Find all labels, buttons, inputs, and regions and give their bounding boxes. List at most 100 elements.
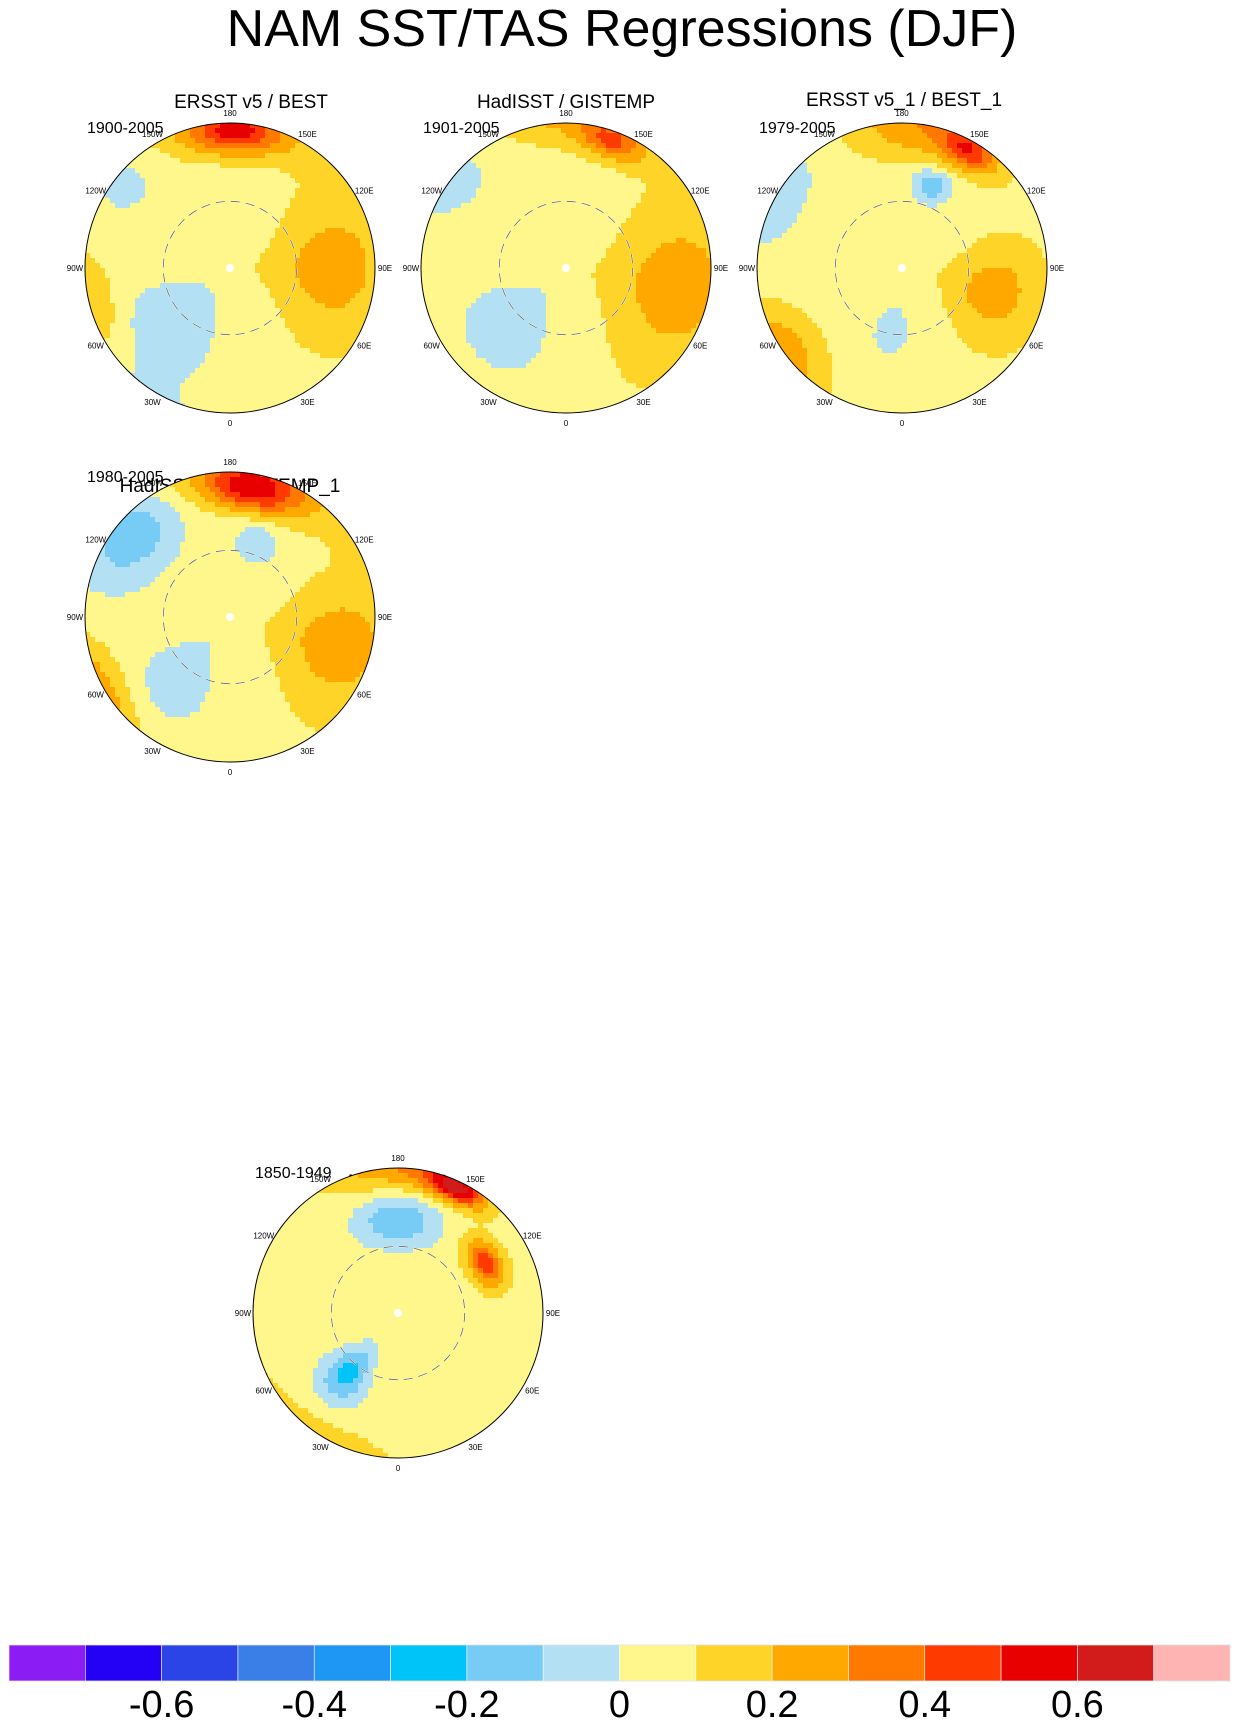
- field-cell: [571, 288, 577, 294]
- field-cell: [576, 203, 582, 209]
- field-cell: [125, 253, 131, 259]
- field-cell: [661, 228, 667, 234]
- field-cell: [345, 173, 351, 179]
- field-cell: [671, 308, 677, 314]
- field-cell: [170, 153, 176, 159]
- field-cell: [115, 298, 121, 304]
- field-cell: [240, 143, 246, 149]
- field-cell: [596, 178, 602, 184]
- field-cell: [240, 243, 246, 249]
- field-cell: [100, 303, 106, 309]
- field-cell: [270, 358, 276, 364]
- field-cell: [461, 198, 467, 204]
- field-cell: [205, 288, 211, 294]
- field-cell: [280, 203, 286, 209]
- field-cell: [320, 288, 326, 294]
- field-cell: [150, 198, 156, 204]
- field-cell: [230, 133, 236, 139]
- field-cell: [170, 323, 176, 329]
- field-cell: [466, 223, 472, 229]
- field-cell: [250, 238, 256, 244]
- field-cell: [631, 153, 637, 159]
- field-cell: [270, 268, 276, 274]
- field-cell: [501, 263, 507, 269]
- field-cell: [265, 228, 271, 234]
- field-cell: [135, 213, 141, 219]
- field-cell: [180, 363, 186, 369]
- field-cell: [591, 133, 597, 139]
- field-cell: [130, 163, 136, 169]
- field-cell: [290, 343, 296, 349]
- field-cell: [706, 248, 711, 254]
- field-cell: [135, 168, 141, 174]
- field-cell: [105, 253, 111, 259]
- field-cell: [641, 198, 647, 204]
- field-cell: [100, 323, 106, 329]
- field-cell: [546, 293, 552, 299]
- field-cell: [320, 173, 326, 179]
- field-cell: [195, 133, 201, 139]
- field-cell: [265, 153, 271, 159]
- field-cell: [686, 238, 692, 244]
- field-cell: [606, 278, 612, 284]
- field-cell: [285, 383, 291, 389]
- field-cell: [486, 178, 492, 184]
- field-cell: [486, 268, 492, 274]
- field-cell: [285, 368, 291, 374]
- field-cell: [180, 173, 186, 179]
- field-cell: [446, 293, 452, 299]
- field-cell: [235, 283, 241, 289]
- field-cell: [325, 303, 331, 309]
- field-cell: [701, 308, 707, 314]
- field-cell: [441, 323, 447, 329]
- field-cell: [526, 163, 532, 169]
- field-cell: [521, 293, 527, 299]
- field-cell: [260, 298, 266, 304]
- field-cell: [165, 298, 171, 304]
- field-cell: [265, 293, 271, 299]
- field-cell: [370, 288, 375, 294]
- field-cell: [586, 123, 592, 129]
- field-cell: [636, 208, 642, 214]
- field-cell: [526, 133, 532, 139]
- field-cell: [646, 293, 652, 299]
- field-cell: [451, 253, 457, 259]
- field-cell: [566, 178, 572, 184]
- field-cell: [486, 158, 492, 164]
- field-cell: [260, 163, 266, 169]
- field-cell: [566, 148, 572, 154]
- field-cell: [621, 148, 627, 154]
- field-cell: [125, 238, 131, 244]
- field-cell: [651, 163, 657, 169]
- field-cell: [200, 213, 206, 219]
- field-cell: [285, 313, 291, 319]
- field-cell: [531, 143, 537, 149]
- field-cell: [295, 368, 301, 374]
- field-cell: [300, 388, 306, 394]
- field-cell: [190, 263, 196, 269]
- field-cell: [315, 288, 321, 294]
- field-cell: [205, 303, 211, 309]
- field-cell: [210, 268, 216, 274]
- field-cell: [95, 258, 101, 264]
- field-cell: [225, 243, 231, 249]
- field-cell: [315, 218, 321, 224]
- field-cell: [451, 178, 457, 184]
- field-cell: [205, 143, 211, 149]
- field-cell: [601, 268, 607, 274]
- field-cell: [285, 223, 291, 229]
- field-cell: [190, 238, 196, 244]
- field-cell: [586, 228, 592, 234]
- field-cell: [365, 308, 371, 314]
- field-cell: [270, 278, 276, 284]
- field-cell: [195, 288, 201, 294]
- field-cell: [355, 263, 361, 269]
- field-cell: [160, 163, 166, 169]
- field-cell: [631, 258, 637, 264]
- field-cell: [260, 393, 266, 399]
- field-cell: [135, 273, 141, 279]
- field-cell: [536, 288, 542, 294]
- field-cell: [280, 163, 286, 169]
- field-cell: [300, 223, 306, 229]
- field-cell: [150, 293, 156, 299]
